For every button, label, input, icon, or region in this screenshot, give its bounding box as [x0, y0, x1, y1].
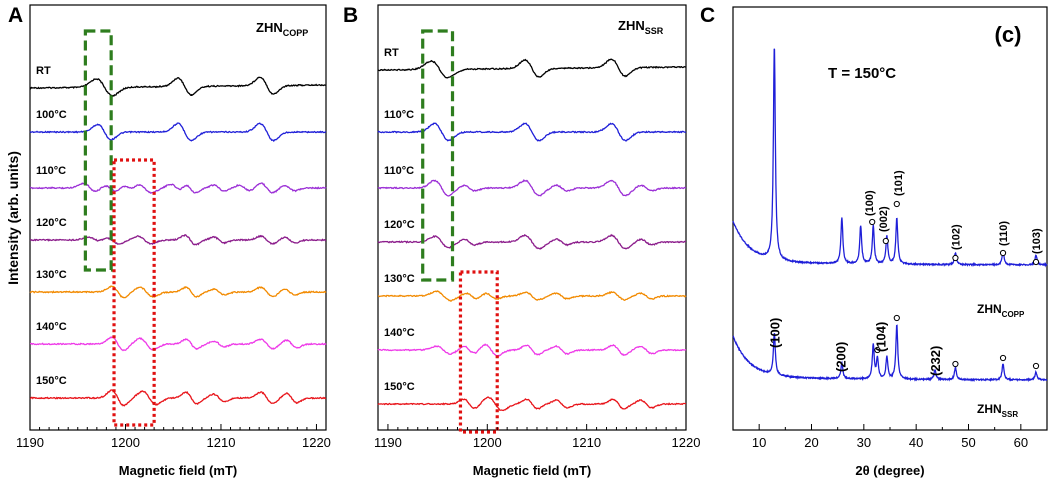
peak-label-top: (002): [878, 206, 890, 232]
series-line-6: [377, 396, 686, 412]
x-tick-label: 20: [804, 435, 818, 450]
peak-marker: [952, 360, 959, 368]
series-label: 110°C: [384, 109, 414, 121]
highlight-box-red: [458, 270, 499, 434]
panel-b-frame: [377, 4, 687, 431]
series-line-5: [377, 343, 687, 357]
x-tick-label: 1220: [302, 435, 331, 450]
x-tick-label: 40: [909, 435, 923, 450]
highlight-box-red: [112, 158, 156, 427]
series-line-2: [377, 178, 687, 197]
xrd-series-1: [732, 324, 1048, 383]
peak-marker: [869, 218, 876, 226]
x-tick-label: 1220: [672, 435, 701, 450]
highlight-box-green: [83, 29, 113, 272]
x-tick-label: 1200: [473, 435, 502, 450]
series-label: 150°C: [36, 375, 67, 387]
xrd-series-0: [732, 48, 1048, 268]
x-tick-label: 50: [961, 435, 975, 450]
panel-b-title: ZHNSSR: [618, 18, 664, 36]
panel-a-chart: 1190 1200 1210 1220 RT 100°C 110°C 120°C 130°C 1…: [5, 4, 331, 478]
series-line-4: [29, 285, 327, 299]
series-line-6: [29, 389, 327, 407]
peak-marker: [1032, 362, 1040, 370]
peak-label-top: (110): [998, 221, 1010, 246]
peak-label-top: (100): [864, 190, 876, 216]
series-label: 130°C: [384, 273, 415, 285]
panel-c-label-copp: ZHNCOPP: [977, 302, 1025, 319]
highlight-box-green: [421, 29, 455, 282]
peak-marker: [1032, 258, 1040, 266]
panel-letter-a: A: [8, 4, 23, 27]
panel-a-ylabel: Intensity (arb. units): [5, 151, 21, 285]
panel-c-chart: 10 20 30 40 50 60 (100)(002)(101)(102) (110) (1…: [732, 6, 1048, 478]
series-line-2: [29, 182, 327, 194]
panel-b-xlabel: Magnetic field (mT): [473, 463, 591, 478]
series-label: 140°C: [384, 327, 415, 339]
x-tick-label: 1190: [374, 435, 402, 450]
panel-a-xlabel: Magnetic field (mT): [119, 463, 237, 478]
peak-label-top: (101): [893, 170, 905, 196]
series-label: 150°C: [384, 381, 415, 393]
series-label: 100°C: [36, 109, 67, 121]
peak-marker: [893, 200, 900, 208]
panel-c-label-ssr: ZHNSSR: [977, 402, 1018, 419]
peak-label-top: (103): [1031, 228, 1043, 254]
series-label: 120°C: [36, 217, 67, 229]
series-line-3: [29, 234, 327, 246]
peak-marker: [882, 237, 889, 245]
peak-label-bottom: (232): [928, 346, 943, 376]
x-tick-label: 1200: [111, 435, 140, 450]
x-tick-label: 10: [752, 435, 766, 450]
series-line-0: [378, 58, 687, 79]
panel-b-chart: 1190 1200 1210 1220 RT 110°C 110°C 120°C 130°C 1…: [374, 4, 701, 478]
peak-marker: [999, 354, 1007, 362]
series-line-3: [377, 233, 686, 250]
series-label: 120°C: [384, 219, 415, 231]
x-tick-label: 60: [1014, 435, 1028, 450]
series-line-0: [29, 76, 327, 98]
x-tick-label: 1210: [207, 435, 236, 450]
panel-c-xlabel: 2θ (degree): [855, 463, 924, 478]
peak-marker: [874, 346, 881, 354]
series-label: RT: [384, 47, 399, 59]
series-label: 130°C: [36, 269, 67, 281]
series-line-1: [377, 122, 687, 142]
panel-letter-b: B: [343, 4, 358, 27]
peak-label-bottom: (100): [767, 318, 782, 348]
panel-c-annotation: T = 150°C: [828, 65, 896, 82]
panel-c-tag: (c): [995, 22, 1022, 47]
panel-a-title: ZHNCOPP: [256, 20, 308, 38]
peak-label-bottom: (200): [833, 342, 848, 372]
series-line-1: [29, 122, 327, 143]
peak-marker: [999, 249, 1007, 257]
x-tick-label: 1190: [16, 435, 44, 450]
peak-marker: [952, 254, 959, 262]
series-line-5: [29, 336, 327, 352]
series-label: RT: [36, 65, 51, 77]
series-label: 110°C: [36, 165, 66, 177]
panel-letter-c: C: [700, 4, 715, 27]
series-label: 110°C: [384, 165, 414, 177]
x-tick-label: 1210: [572, 435, 601, 450]
peak-label-bottom: (104): [874, 322, 889, 352]
panel-a-frame: [29, 4, 327, 431]
peak-label-top: (102): [950, 224, 962, 250]
series-line-4: [378, 290, 687, 302]
x-tick-label: 30: [857, 435, 871, 450]
peak-marker: [893, 314, 900, 322]
series-label: 140°C: [36, 321, 67, 333]
